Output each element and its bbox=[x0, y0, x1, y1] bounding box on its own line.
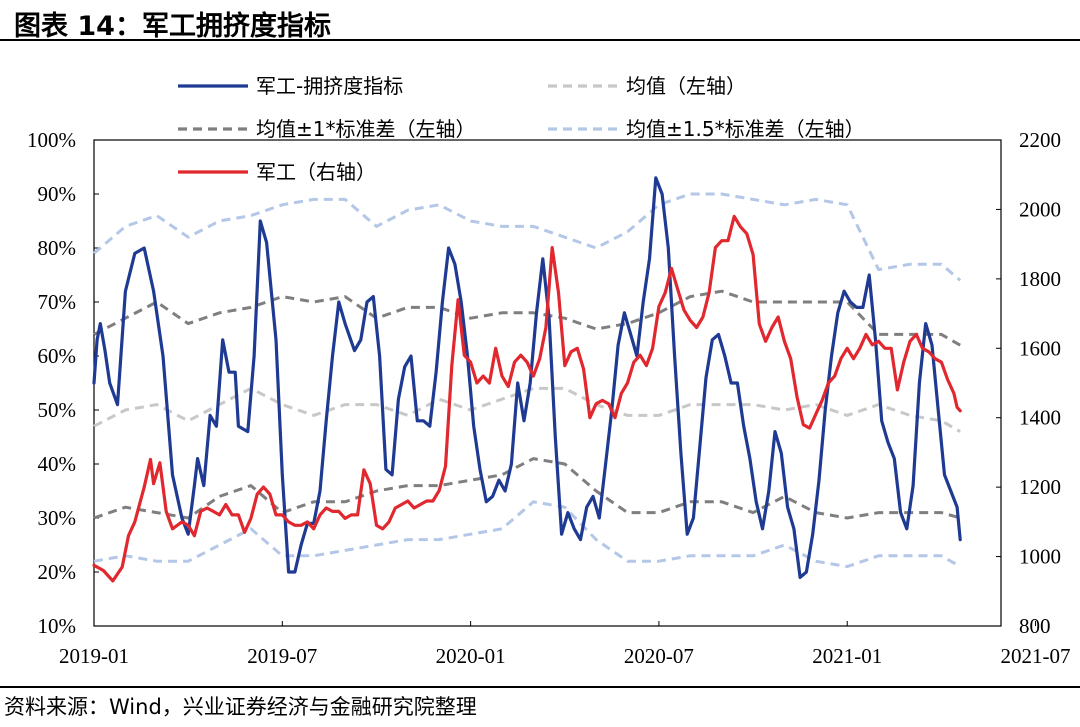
title-rule bbox=[0, 39, 1080, 41]
series-band1 bbox=[93, 289, 961, 347]
y-right-tick-label: 1000 bbox=[1019, 545, 1061, 569]
chart-title: 图表 14：军工拥挤度指标 bbox=[14, 11, 331, 42]
y-left-tick-label: 20% bbox=[38, 560, 77, 584]
y-right-tick-label: 2000 bbox=[1019, 197, 1061, 221]
x-tick-label: 2021-01 bbox=[812, 644, 882, 668]
source-note: 资料来源：Wind，兴业证券经济与金融研究院整理 bbox=[4, 695, 477, 719]
y-left-tick-label: 50% bbox=[38, 398, 77, 422]
x-tick-label: 2020-07 bbox=[624, 644, 694, 668]
x-tick-label: 2019-01 bbox=[59, 644, 129, 668]
legend-label: 均值（左轴） bbox=[626, 74, 746, 98]
chart-axes: 10% 20% 30% 40% 50% 60% 70% 80% 90% 100% 800 1000 12… bbox=[27, 128, 1071, 668]
y-right-tick-label: 800 bbox=[1019, 614, 1051, 638]
series-crowding bbox=[92, 176, 962, 579]
legend-item-crowding: 军工-拥挤度指标 bbox=[178, 74, 403, 98]
legend-label: 均值±1.5*标准差（左轴） bbox=[626, 117, 865, 141]
y-left-tick-label: 40% bbox=[38, 452, 77, 476]
y-right-tick-label: 1600 bbox=[1019, 336, 1061, 360]
legend-label: 军工-拥挤度指标 bbox=[256, 74, 403, 98]
y-right-tick-label: 1200 bbox=[1019, 475, 1061, 499]
legend-item-band15: 均值±1.5*标准差（左轴） bbox=[548, 117, 865, 141]
series-band1-low bbox=[93, 457, 961, 520]
series-layer bbox=[92, 176, 962, 583]
y-right-tick-label: 1800 bbox=[1019, 267, 1061, 291]
legend-item-mean: 均值（左轴） bbox=[548, 74, 746, 98]
series-military bbox=[92, 214, 962, 583]
chart-legend: 军工-拥挤度指标 均值（左轴） 均值±1*标准差（左轴） 均值±1.5*标准差（左轴）… bbox=[178, 74, 865, 184]
series-band15-low bbox=[93, 500, 961, 569]
x-tick-label: 2021-07 bbox=[1001, 644, 1071, 668]
y-right-tick-label: 1400 bbox=[1019, 406, 1061, 430]
x-tick-label: 2020-01 bbox=[436, 644, 506, 668]
y-left-tick-label: 80% bbox=[38, 236, 77, 260]
series-band15 bbox=[93, 192, 962, 282]
legend-item-military: 军工（右轴） bbox=[178, 160, 376, 184]
x-tick-label: 2019-07 bbox=[247, 644, 317, 668]
y-left-tick-label: 30% bbox=[38, 506, 77, 530]
footer-rule bbox=[0, 686, 1080, 688]
legend-item-band1: 均值±1*标准差（左轴） bbox=[178, 117, 475, 141]
y-left-tick-label: 60% bbox=[38, 344, 77, 368]
plot-frame bbox=[93, 139, 1002, 627]
legend-label: 军工（右轴） bbox=[256, 160, 376, 184]
legend-label: 均值±1*标准差（左轴） bbox=[256, 117, 475, 141]
y-left-tick-label: 70% bbox=[38, 290, 77, 314]
y-left-tick-label: 100% bbox=[27, 128, 76, 152]
y-left-tick-label: 90% bbox=[38, 182, 77, 206]
y-left-tick-label: 10% bbox=[38, 614, 77, 638]
y-right-tick-label: 2200 bbox=[1019, 128, 1061, 152]
line-chart: 10% 20% 30% 40% 50% 60% 70% 80% 90% 100% 800 1000 12… bbox=[27, 74, 1071, 668]
